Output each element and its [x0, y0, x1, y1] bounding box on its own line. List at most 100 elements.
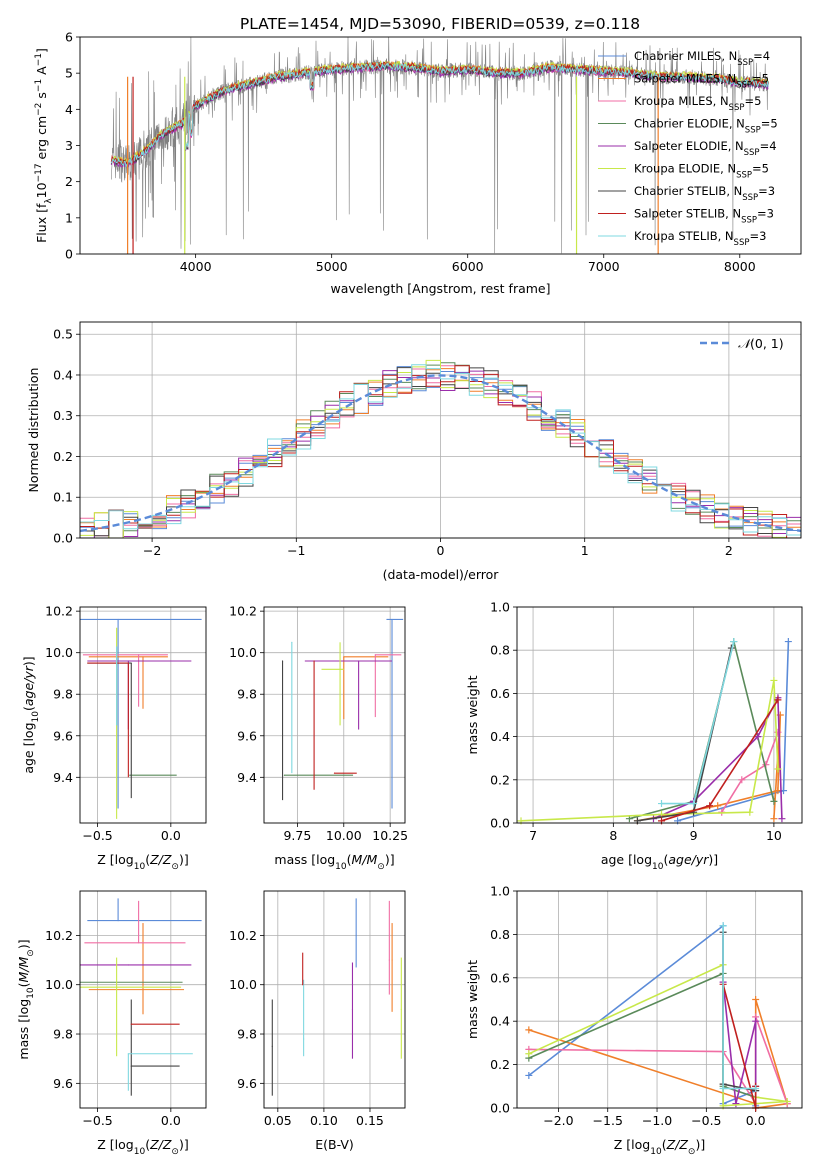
- weight-line-krou_elodie: [528, 963, 788, 1107]
- y-tick-label: 0.6: [490, 686, 510, 701]
- weight-marker-salp_elodie: [754, 733, 762, 741]
- data-point-salp_miles: [343, 656, 345, 658]
- weight-marker-salp_elodie: [778, 815, 786, 823]
- data-point-chab_miles: [117, 919, 119, 922]
- sun-subscript: ⊙: [171, 862, 179, 872]
- label-part: (: [145, 852, 150, 867]
- y-tick-label: 0.4: [490, 1014, 510, 1029]
- axes-frame: [263, 606, 406, 824]
- legend-text: Chabrier ELODIE, N: [634, 117, 745, 131]
- legend-subscript: SSP: [742, 193, 758, 203]
- label-part: (: [347, 852, 352, 867]
- label-part: (: [21, 706, 36, 711]
- y-tick-label: 1.0: [490, 600, 510, 615]
- y-tick-label: 9.6: [53, 728, 73, 743]
- x-tick-label: 7: [529, 828, 537, 843]
- weight-marker-chab_elodie: [770, 797, 778, 805]
- y-tick-label: 9.6: [237, 1076, 257, 1091]
- axis-label: age [log10(age/yr)]: [601, 852, 718, 872]
- x-tick-label: 4000: [180, 259, 212, 274]
- axes-frame: [263, 890, 406, 1109]
- y-tick-label: 10.0: [45, 977, 73, 992]
- weight-marker-krou_stelib: [719, 922, 727, 930]
- legend-subscript: SSP: [734, 238, 750, 248]
- y-tick-label: 5: [65, 66, 73, 81]
- legend-tail: =3: [758, 184, 775, 198]
- weight-marker-krou_stelib: [719, 1084, 727, 1092]
- label-part: log: [115, 852, 134, 867]
- y-tick-label: 0.2: [490, 1057, 510, 1072]
- histogram-krou_stelib: [80, 364, 801, 538]
- legend-entry-salp_elodie: Salpeter ELODIE, NSSP=4: [634, 139, 777, 158]
- weight-line-chab_miles: [528, 924, 757, 1106]
- label-part: Z/Z: [666, 1137, 689, 1152]
- axis-label: Z [log10(Z/Z⊙)]: [614, 1137, 705, 1157]
- y-tick-label: 9.6: [237, 728, 257, 743]
- data-point-salp_stelib: [313, 660, 315, 662]
- y-tick-label: 0.4: [490, 729, 510, 744]
- label-part: −1: [34, 53, 44, 66]
- label-part: 10: [652, 862, 664, 872]
- legend-tail: =5: [752, 72, 769, 86]
- x-tick-label: 9.75: [283, 828, 311, 843]
- label-part: age [: [601, 852, 633, 867]
- label-part: 10: [31, 711, 41, 723]
- label-part: ]: [34, 48, 49, 53]
- label-part: 10: [650, 1147, 662, 1157]
- legend-tail: =4: [753, 49, 770, 63]
- label-part: −2: [34, 103, 44, 116]
- y-tick-label: 10.0: [45, 645, 73, 660]
- legend-text: Salpeter STELIB, N: [634, 207, 741, 221]
- weight-marker-salp_elodie: [752, 1017, 760, 1025]
- x-tick-label: 0.0: [161, 1113, 181, 1128]
- figure-title: PLATE=1454, MJD=53090, FIBERID=0539, z=0…: [240, 15, 640, 33]
- y-tick-label: 0.8: [490, 643, 510, 658]
- legend-subscript: SSP: [744, 148, 760, 158]
- data-point-salp_elodie: [351, 1008, 354, 1010]
- x-tick-label: 0.0: [746, 1113, 766, 1128]
- sun-subscript: ⊙: [377, 862, 385, 872]
- x-tick-label: −1.0: [642, 1113, 672, 1128]
- weights_vs_age-y-axis-label: mass weight: [465, 675, 480, 754]
- histogram-salp_stelib: [80, 365, 801, 538]
- spectrum-x-axis-label: wavelength [Angstrom, rest frame]: [330, 281, 550, 296]
- sun-subscript: ⊙: [688, 1147, 696, 1157]
- weight-line-krou_stelib: [722, 925, 756, 1090]
- weight-marker-krou_elodie: [770, 676, 778, 684]
- residuals-legend: 𝒩(0, 1): [700, 336, 784, 351]
- legend-tail: =5: [752, 162, 769, 176]
- x-tick-label: 1: [581, 543, 589, 558]
- spectrum-y-axis-label: Flux [fλ10−17 erg cm−2 s−1 A−1]: [34, 48, 54, 243]
- weight-marker-krou_elodie: [783, 1097, 791, 1105]
- legend-tail: =5: [744, 94, 761, 108]
- label-part: mass [: [16, 1018, 31, 1060]
- legend-entry-chab_miles: Chabrier MILES, NSSP=4: [634, 49, 770, 68]
- legend-entry-salp_stelib: Salpeter STELIB, NSSP=3: [634, 207, 774, 226]
- ebv-x-axis-label: E(B-V): [315, 1137, 354, 1152]
- legend-entry-chab_elodie: Chabrier ELODIE, NSSP=5: [634, 117, 778, 136]
- weight-marker-salp_miles: [714, 802, 722, 810]
- normal-reference-curve: [80, 374, 801, 533]
- weight-marker-salp_miles: [525, 1026, 533, 1034]
- weight-marker-chab_miles: [525, 1071, 533, 1079]
- y-tick-label: 0.6: [490, 970, 510, 985]
- data-point-chab_miles: [391, 618, 393, 621]
- x-tick-label: 0: [437, 543, 445, 558]
- label-part: M/M: [16, 956, 31, 982]
- weight-line-salp_stelib: [661, 699, 779, 822]
- x-tick-label: 8000: [724, 259, 756, 274]
- weight-marker-krou_stelib: [658, 800, 666, 808]
- y-tick-label: 0.8: [490, 927, 510, 942]
- y-tick-label: 9.8: [53, 687, 73, 702]
- weight-marker-krou_stelib: [730, 638, 738, 646]
- weight-marker-chab_miles: [784, 638, 792, 646]
- weight-line-salp_stelib: [722, 984, 757, 1108]
- y-tick-label: 0.0: [53, 531, 73, 546]
- data-point-salp_stelib: [333, 772, 336, 774]
- y-tick-label: 0.2: [490, 772, 510, 787]
- x-tick-label: −2.0: [543, 1113, 573, 1128]
- weight-marker-krou_elodie: [774, 765, 782, 773]
- axis-label: Z [log10(Z/Z⊙)]: [97, 1137, 188, 1157]
- data-point-krou_elodie: [400, 1008, 402, 1010]
